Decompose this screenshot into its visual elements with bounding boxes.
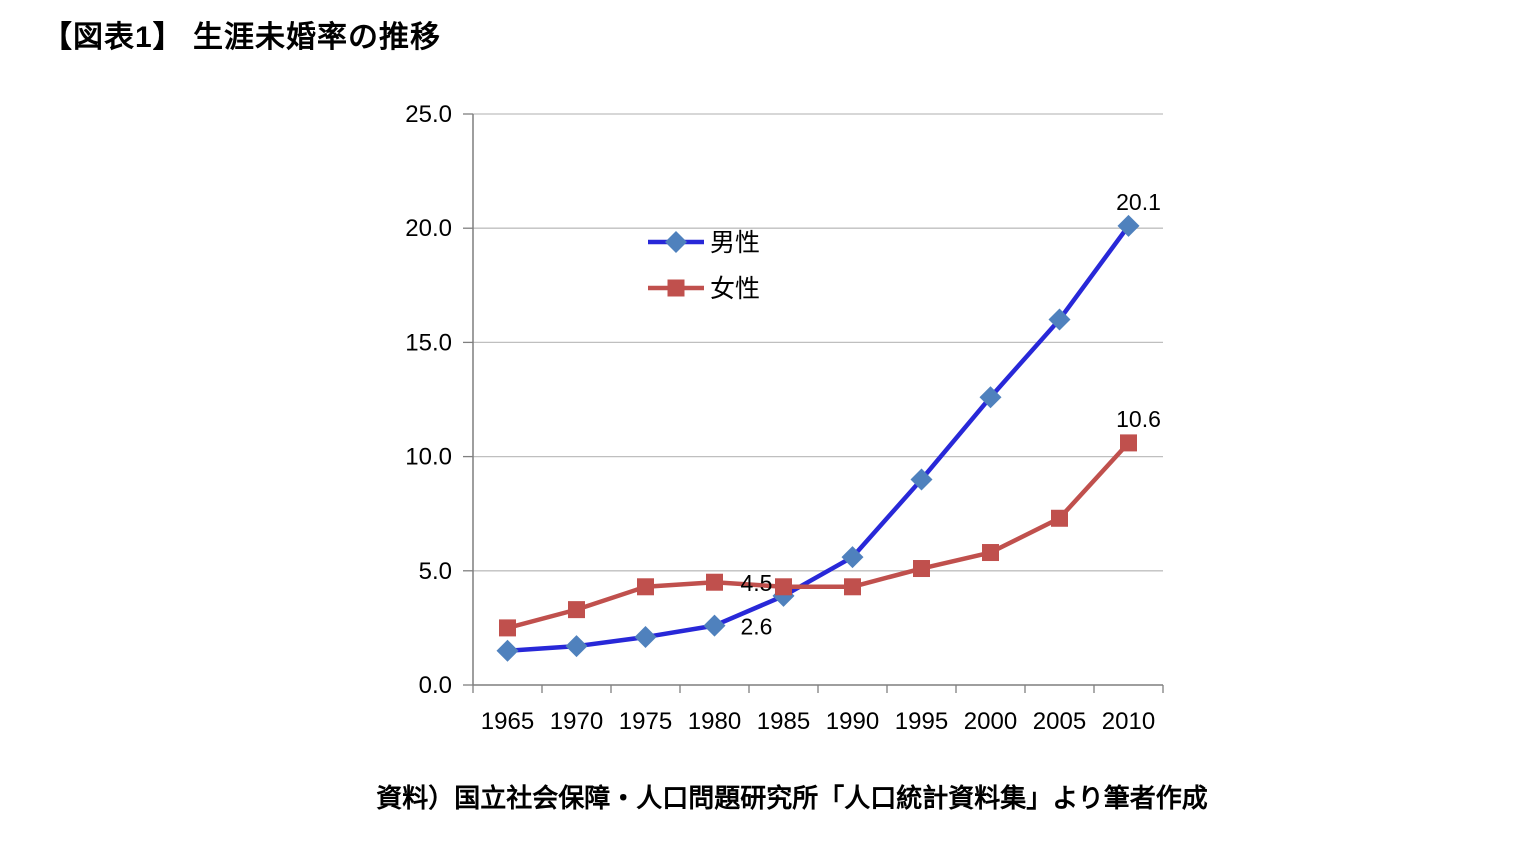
series-0-marker-diamond-icon — [979, 386, 1002, 409]
series-0-marker-diamond-icon — [1117, 214, 1140, 237]
y-axis-label: 15.0 — [405, 329, 452, 356]
x-axis-label: 2000 — [964, 708, 1017, 735]
x-axis-label: 1975 — [619, 708, 672, 735]
series-0-marker-diamond-icon — [841, 546, 864, 569]
data-label: 10.6 — [1116, 406, 1161, 432]
x-axis-label: 2005 — [1033, 708, 1086, 735]
data-label: 20.1 — [1116, 189, 1161, 215]
series-1-marker-square-icon — [499, 619, 516, 637]
y-axis-label: 10.0 — [405, 444, 452, 471]
series-1-marker-square-icon — [913, 560, 930, 578]
y-axis-label: 0.0 — [419, 672, 452, 699]
series-1-marker-square-icon — [1120, 434, 1137, 452]
legend-marker-1-square-icon — [667, 279, 685, 297]
series-line-0 — [505, 223, 1131, 653]
x-axis-label: 1985 — [757, 708, 810, 735]
series-0-marker-diamond-icon — [1048, 308, 1071, 331]
x-axis-label: 1990 — [826, 708, 879, 735]
series-1-marker-square-icon — [1051, 509, 1068, 527]
x-axis-label: 2010 — [1102, 708, 1155, 735]
y-axis-label: 5.0 — [419, 558, 452, 585]
series-1-marker-square-icon — [844, 578, 861, 596]
x-axis-label: 1995 — [895, 708, 948, 735]
series-1-marker-square-icon — [637, 578, 654, 596]
y-axis-label: 25.0 — [405, 101, 452, 128]
series-0-marker-diamond-icon — [496, 639, 519, 662]
source-note: 資料）国立社会保障・人口問題研究所「人口統計資料集」より筆者作成 — [376, 783, 1208, 813]
x-axis-label: 1980 — [688, 708, 741, 735]
legend-label-1: 女性 — [710, 275, 760, 303]
legend-label-0: 男性 — [710, 229, 760, 257]
series-1-marker-square-icon — [982, 544, 999, 562]
data-label: 2.6 — [741, 614, 773, 640]
chart-title: 【図表1】 生涯未婚率の推移 — [42, 21, 442, 54]
series-0-marker-diamond-icon — [565, 635, 588, 658]
series-1-marker-square-icon — [568, 601, 585, 619]
series-0-marker-diamond-icon — [910, 468, 933, 491]
series-line-1 — [505, 440, 1131, 631]
y-axis-label: 20.0 — [405, 215, 452, 242]
x-axis-label: 1970 — [550, 708, 603, 735]
x-axis-label: 1965 — [481, 708, 534, 735]
series-1-marker-square-icon — [706, 573, 723, 591]
series-0-marker-diamond-icon — [634, 626, 657, 649]
data-label: 4.5 — [741, 570, 773, 596]
legend-marker-0-diamond-icon — [665, 231, 687, 253]
series-0-marker-diamond-icon — [703, 614, 726, 637]
series-1-marker-square-icon — [775, 578, 792, 596]
